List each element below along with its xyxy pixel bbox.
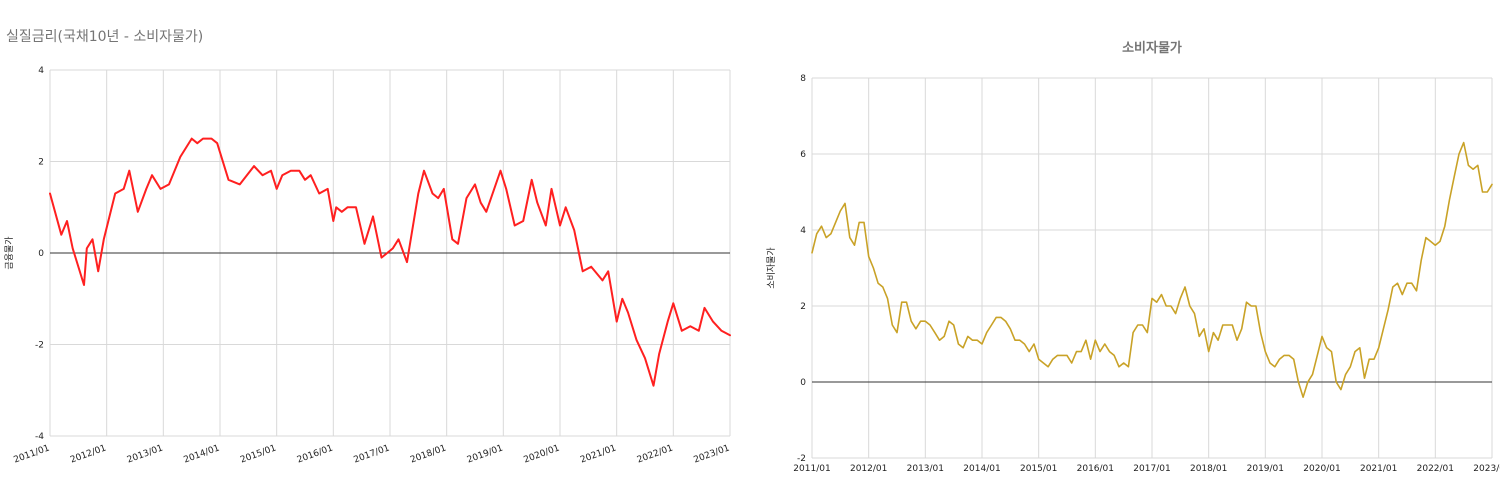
x-tick-label: 2021/01 (579, 443, 618, 465)
x-tick-label: 2019/01 (466, 443, 505, 465)
x-tick-label: 2021/01 (1360, 464, 1397, 474)
plot-grid (811, 77, 1493, 459)
x-tick-label: 2013/01 (907, 464, 944, 474)
x-tick-label: 2018/01 (409, 443, 448, 465)
left-chart-panel: 실질금리(국채10년 - 소비자물가) -4 -2 0 2 4 2011/01 2012/0… (4, 29, 731, 466)
x-tick-label: 2023/01 (692, 443, 731, 465)
x-tick-label: 2022/01 (636, 443, 675, 465)
y-tick-label: -2 (35, 341, 44, 351)
y-tick-label: 8 (800, 74, 806, 84)
chart-title: 소비자물가 (1122, 41, 1182, 56)
y-tick-label: 2 (800, 302, 806, 312)
x-tick-label: 2018/01 (1190, 464, 1227, 474)
y-tick-label: 4 (800, 226, 806, 236)
y-axis-label: 금융물가 (4, 236, 15, 269)
x-tick-label: 2014/01 (963, 464, 1000, 474)
left-chart-svg: -4 -2 0 2 4 2011/01 2012/01 2013/01 2014/01 2015/… (4, 66, 731, 466)
x-tick-label: 2016/01 (1077, 464, 1114, 474)
series-line (811, 141, 1493, 398)
x-tick-label: 2023/01 (1473, 464, 1500, 474)
x-tick-label: 2013/01 (126, 443, 165, 465)
x-tick-label: 2020/01 (522, 443, 561, 465)
series-line (49, 137, 731, 387)
y-tick-label: 0 (38, 249, 44, 259)
x-tick-label: 2017/01 (1133, 464, 1170, 474)
x-tick-label: 2011/01 (12, 443, 51, 465)
y-tick-label: 4 (38, 66, 44, 76)
y-tick-label: -4 (35, 432, 44, 442)
x-tick-label: 2011/01 (793, 464, 830, 474)
x-tick-label: 2020/01 (1303, 464, 1340, 474)
x-tick-label: 2016/01 (296, 443, 335, 465)
y-tick-label: -2 (797, 454, 806, 464)
x-tick-label: 2012/01 (850, 464, 887, 474)
right-chart-panel: -2 0 2 4 6 8 2011/01 2012/01 2013/01 2014/01 2015/… (760, 0, 1500, 500)
x-tick-label: 2017/01 (352, 443, 391, 465)
x-tick-label: 2015/01 (1020, 464, 1057, 474)
x-tick-label: 2012/01 (69, 443, 108, 465)
x-tick-label: 2019/01 (1247, 464, 1284, 474)
left-chart-title: 실질금리(국채10년 - 소비자물가) (6, 29, 204, 45)
y-tick-label: 6 (800, 150, 806, 160)
x-tick-label: 2015/01 (239, 443, 278, 465)
y-tick-label: 0 (800, 378, 806, 388)
x-tick-label: 2022/01 (1417, 464, 1454, 474)
x-tick-label: 2014/01 (182, 443, 221, 465)
y-axis-label: 소비자물가 (766, 247, 777, 288)
right-chart-svg: -2 0 2 4 6 8 2011/01 2012/01 2013/01 2014/01 2015/… (766, 41, 1500, 474)
y-tick-label: 2 (38, 158, 44, 168)
